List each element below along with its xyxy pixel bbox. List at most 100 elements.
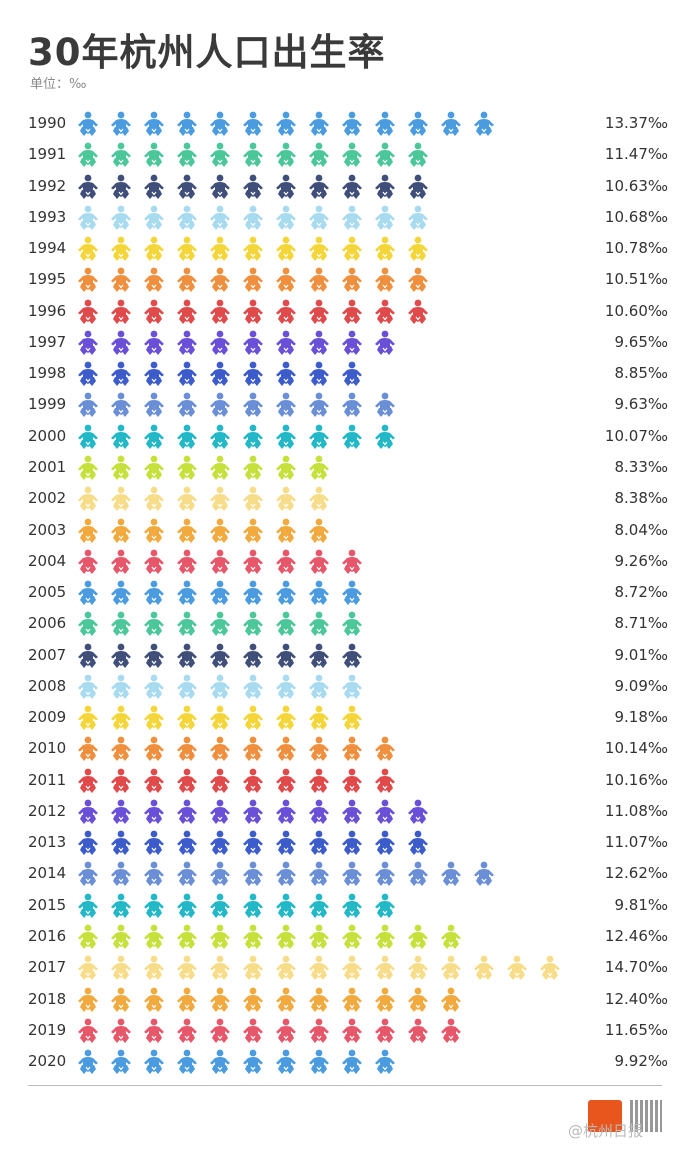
- baby-icon: [209, 705, 231, 731]
- value-label: 8.33‰: [614, 457, 668, 476]
- baby-icon: [176, 799, 198, 825]
- baby-icon: [341, 205, 363, 231]
- baby-icon: [242, 111, 264, 137]
- baby-icon: [242, 549, 264, 575]
- baby-icon: [275, 392, 297, 418]
- baby-icon: [275, 174, 297, 200]
- baby-icon: [308, 643, 330, 669]
- value-label: 11.47‰: [604, 145, 668, 164]
- baby-icon: [110, 924, 132, 950]
- baby-icon: [308, 861, 330, 887]
- year-label: 1997: [28, 332, 67, 351]
- baby-icon: [110, 674, 132, 700]
- value-label: 8.04‰: [614, 520, 668, 539]
- baby-icon: [341, 611, 363, 637]
- baby-icon: [506, 955, 528, 981]
- baby-icon: [176, 987, 198, 1013]
- baby-icon: [242, 768, 264, 794]
- baby-icon: [308, 424, 330, 450]
- baby-icon: [143, 705, 165, 731]
- baby-icon: [242, 424, 264, 450]
- baby-icon: [143, 893, 165, 919]
- baby-icon: [77, 830, 99, 856]
- baby-icon: [308, 392, 330, 418]
- baby-icon: [110, 580, 132, 606]
- baby-icon: [77, 518, 99, 544]
- baby-icon: [341, 987, 363, 1013]
- baby-icon: [77, 205, 99, 231]
- value-label: 12.40‰: [604, 989, 668, 1008]
- baby-icon: [143, 299, 165, 325]
- baby-icon: [110, 643, 132, 669]
- baby-icon: [407, 987, 429, 1013]
- baby-icon: [143, 267, 165, 293]
- baby-icon: [341, 893, 363, 919]
- baby-icon: [143, 830, 165, 856]
- baby-icon: [308, 705, 330, 731]
- baby-icon: [209, 861, 231, 887]
- baby-icon: [374, 424, 396, 450]
- value-label: 10.16‰: [604, 770, 668, 789]
- baby-icon: [308, 174, 330, 200]
- baby-icon: [407, 299, 429, 325]
- baby-icon: [242, 267, 264, 293]
- value-label: 10.63‰: [604, 176, 668, 195]
- baby-icon: [110, 267, 132, 293]
- baby-icon: [143, 486, 165, 512]
- baby-icon: [341, 142, 363, 168]
- baby-icon: [209, 267, 231, 293]
- year-label: 2010: [28, 739, 67, 758]
- baby-icon: [176, 486, 198, 512]
- baby-icon: [176, 549, 198, 575]
- baby-icon: [176, 893, 198, 919]
- baby-icon: [176, 299, 198, 325]
- baby-icon: [176, 518, 198, 544]
- baby-icon: [143, 611, 165, 637]
- baby-icon: [77, 643, 99, 669]
- baby-icon: [374, 736, 396, 762]
- baby-icon: [341, 1018, 363, 1044]
- baby-icon: [110, 392, 132, 418]
- baby-icon: [209, 330, 231, 356]
- baby-icon: [143, 361, 165, 387]
- baby-icon: [209, 361, 231, 387]
- baby-icon: [176, 1049, 198, 1075]
- baby-icon: [176, 267, 198, 293]
- baby-icon: [308, 1018, 330, 1044]
- baby-icon: [110, 736, 132, 762]
- baby-icon: [308, 580, 330, 606]
- baby-icon: [275, 955, 297, 981]
- baby-icon: [77, 987, 99, 1013]
- baby-icon: [242, 518, 264, 544]
- baby-icon: [77, 955, 99, 981]
- baby-icon: [77, 799, 99, 825]
- baby-icon: [407, 955, 429, 981]
- baby-icon: [143, 392, 165, 418]
- baby-icon: [209, 455, 231, 481]
- baby-icon: [176, 830, 198, 856]
- value-label: 12.46‰: [604, 927, 668, 946]
- baby-icon: [209, 799, 231, 825]
- baby-icon: [110, 142, 132, 168]
- baby-icon: [143, 799, 165, 825]
- year-label: 2017: [28, 958, 67, 977]
- baby-icon: [242, 611, 264, 637]
- baby-icon: [143, 142, 165, 168]
- baby-icon: [473, 111, 495, 137]
- baby-icon: [242, 674, 264, 700]
- baby-icon: [77, 486, 99, 512]
- baby-icon: [242, 580, 264, 606]
- baby-icon: [275, 643, 297, 669]
- baby-icon: [407, 205, 429, 231]
- baby-icon: [110, 549, 132, 575]
- baby-icon: [77, 893, 99, 919]
- baby-icon: [341, 111, 363, 137]
- baby-icon: [242, 955, 264, 981]
- baby-icon: [110, 424, 132, 450]
- year-label: 1990: [28, 114, 67, 132]
- baby-icon: [242, 299, 264, 325]
- baby-icon: [77, 236, 99, 262]
- baby-icon: [110, 455, 132, 481]
- baby-icon: [275, 549, 297, 575]
- baby-icon: [110, 768, 132, 794]
